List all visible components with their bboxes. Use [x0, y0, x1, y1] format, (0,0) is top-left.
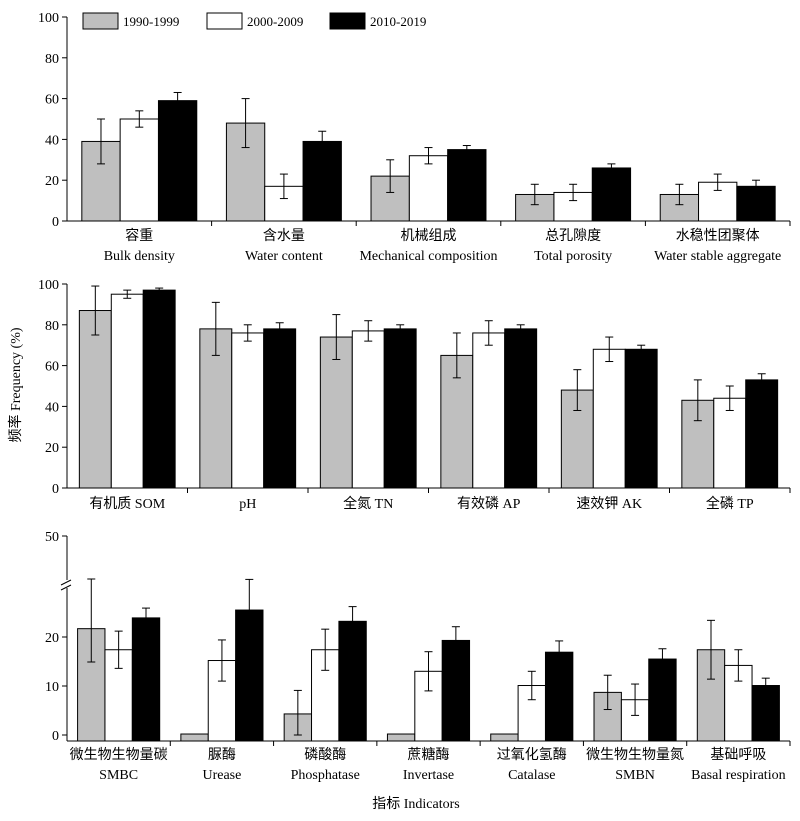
bar-2010-2019	[235, 609, 264, 742]
category-label-zh: pH	[239, 497, 256, 512]
category-label-zh: 基础呼吸	[710, 746, 766, 763]
y-tick-label: 20	[45, 441, 59, 456]
category-label-zh: 全氮 TN	[343, 495, 393, 512]
y-tick-label: 0	[52, 482, 59, 497]
bar-2010-2019	[648, 658, 677, 742]
category-label-zh: 微生物生物量碳	[70, 747, 168, 763]
panel-1: 0 20 40 60 80 100 容重 Bulk density 含水量 Water conte…	[38, 11, 791, 264]
category-label-en: SMBN	[615, 768, 655, 783]
axis-break-mark	[60, 584, 72, 591]
y-tick-label: 80	[45, 52, 59, 67]
bar-1990-1999	[180, 733, 209, 742]
category-label-en: Total porosity	[534, 249, 612, 264]
bar-2010-2019	[157, 100, 198, 222]
y-axis-label: 频率 Frequency (%)	[7, 327, 24, 442]
legend-swatch-2010	[329, 12, 366, 30]
category-label-zh: 速效钾 AK	[576, 496, 642, 512]
category-label-en: SMBC	[99, 768, 138, 783]
y-tick-label: 40	[45, 400, 59, 415]
bar-2000-2009	[620, 699, 650, 742]
bar-2000-2009	[351, 330, 385, 489]
category-label-zh: 水稳性团聚体	[676, 228, 760, 244]
panel-2: 0 20 40 60 80 100 有机质 SOM pH 全氮 TN 有效磷 AP 速效钾 AK 全磷…	[38, 278, 791, 512]
category-label-en: Water content	[245, 249, 323, 264]
legend: 1990-1999 2000-2009 2010-2019	[82, 12, 426, 30]
category-label-zh: 蔗糖酶	[408, 747, 450, 763]
category-label-zh: 总孔隙度	[545, 228, 601, 244]
y-tick-label: 20	[45, 174, 59, 189]
category-label-zh: 机械组成	[401, 228, 457, 244]
bar-1990-1999	[386, 733, 416, 742]
bar-2000-2009	[472, 332, 506, 489]
y-tick-label: 100	[38, 278, 59, 293]
category-label-en: Water stable aggregate	[654, 249, 781, 264]
category-label-zh: 磷酸酶	[304, 747, 346, 763]
y-tick-label: 10	[45, 680, 59, 695]
bar-2000-2009	[713, 397, 747, 489]
category-label-en: Basal respiration	[691, 768, 785, 783]
bar-2010-2019	[142, 289, 176, 489]
axis-break-gap	[61, 580, 73, 588]
bar-1990-1999	[490, 733, 519, 742]
bar-2010-2019	[624, 348, 658, 489]
legend-label-2010: 2010-2019	[370, 14, 426, 29]
category-label-zh: 过氧化氢酶	[497, 747, 567, 763]
bar-2010-2019	[544, 651, 574, 742]
bar-2010-2019	[504, 328, 538, 489]
bar-2000-2009	[231, 332, 265, 489]
axis-break-mark	[60, 579, 72, 586]
bar-2010-2019	[263, 328, 297, 489]
panel-3: 0 10 20 50 微生物生物量碳 SMBC 脲酶 Urease 磷酸酶 Phosphatase…	[45, 530, 791, 783]
bar-2010-2019	[745, 379, 779, 489]
y-tick-label: 0	[52, 729, 59, 744]
category-label-en: Mechanical composition	[359, 249, 497, 264]
y-tick-label: 80	[45, 319, 59, 334]
y-tick-label: 40	[45, 133, 59, 148]
bar-2000-2009	[408, 155, 449, 222]
category-label-zh: 容重	[125, 227, 153, 244]
bar-2000-2009	[592, 348, 626, 489]
category-label-en: Phosphatase	[291, 768, 360, 783]
category-label-en: Urease	[202, 768, 241, 783]
legend-swatch-1990	[82, 12, 119, 30]
y-tick-label: 50	[45, 530, 59, 545]
y-tick-label: 100	[38, 11, 59, 26]
y-tick-label: 60	[45, 360, 59, 375]
category-label-en: Bulk density	[104, 249, 175, 264]
category-label-zh: 有机质 SOM	[89, 496, 165, 512]
y-tick-label: 0	[52, 215, 59, 230]
bar-2010-2019	[302, 140, 342, 222]
y-tick-label: 20	[45, 631, 59, 646]
bar-2010-2019	[591, 167, 632, 222]
bar-2010-2019	[441, 639, 471, 742]
y-tick-label: 60	[45, 93, 59, 108]
bar-2000-2009	[110, 293, 144, 489]
bar-1990-1999	[78, 310, 112, 489]
legend-label-1990: 1990-1999	[123, 14, 179, 29]
category-label-en: Invertase	[403, 768, 454, 783]
category-label-zh: 含水量	[263, 228, 305, 244]
x-axis-label: 指标 Indicators	[372, 796, 459, 812]
category-label-zh: 微生物生物量氮	[586, 747, 684, 763]
bar-2010-2019	[131, 617, 161, 742]
legend-label-2000: 2000-2009	[247, 14, 303, 29]
bar-2010-2019	[383, 328, 417, 489]
category-label-zh: 脲酶	[208, 747, 236, 763]
category-label-en: Catalase	[508, 768, 555, 783]
legend-swatch-2000	[206, 12, 243, 30]
category-label-zh: 全磷 TP	[706, 495, 754, 512]
bar-2000-2009	[119, 118, 159, 222]
bar-2010-2019	[751, 685, 780, 742]
bar-2010-2019	[447, 149, 487, 222]
category-label-zh: 有效磷 AP	[457, 496, 521, 512]
bar-2010-2019	[338, 620, 367, 742]
